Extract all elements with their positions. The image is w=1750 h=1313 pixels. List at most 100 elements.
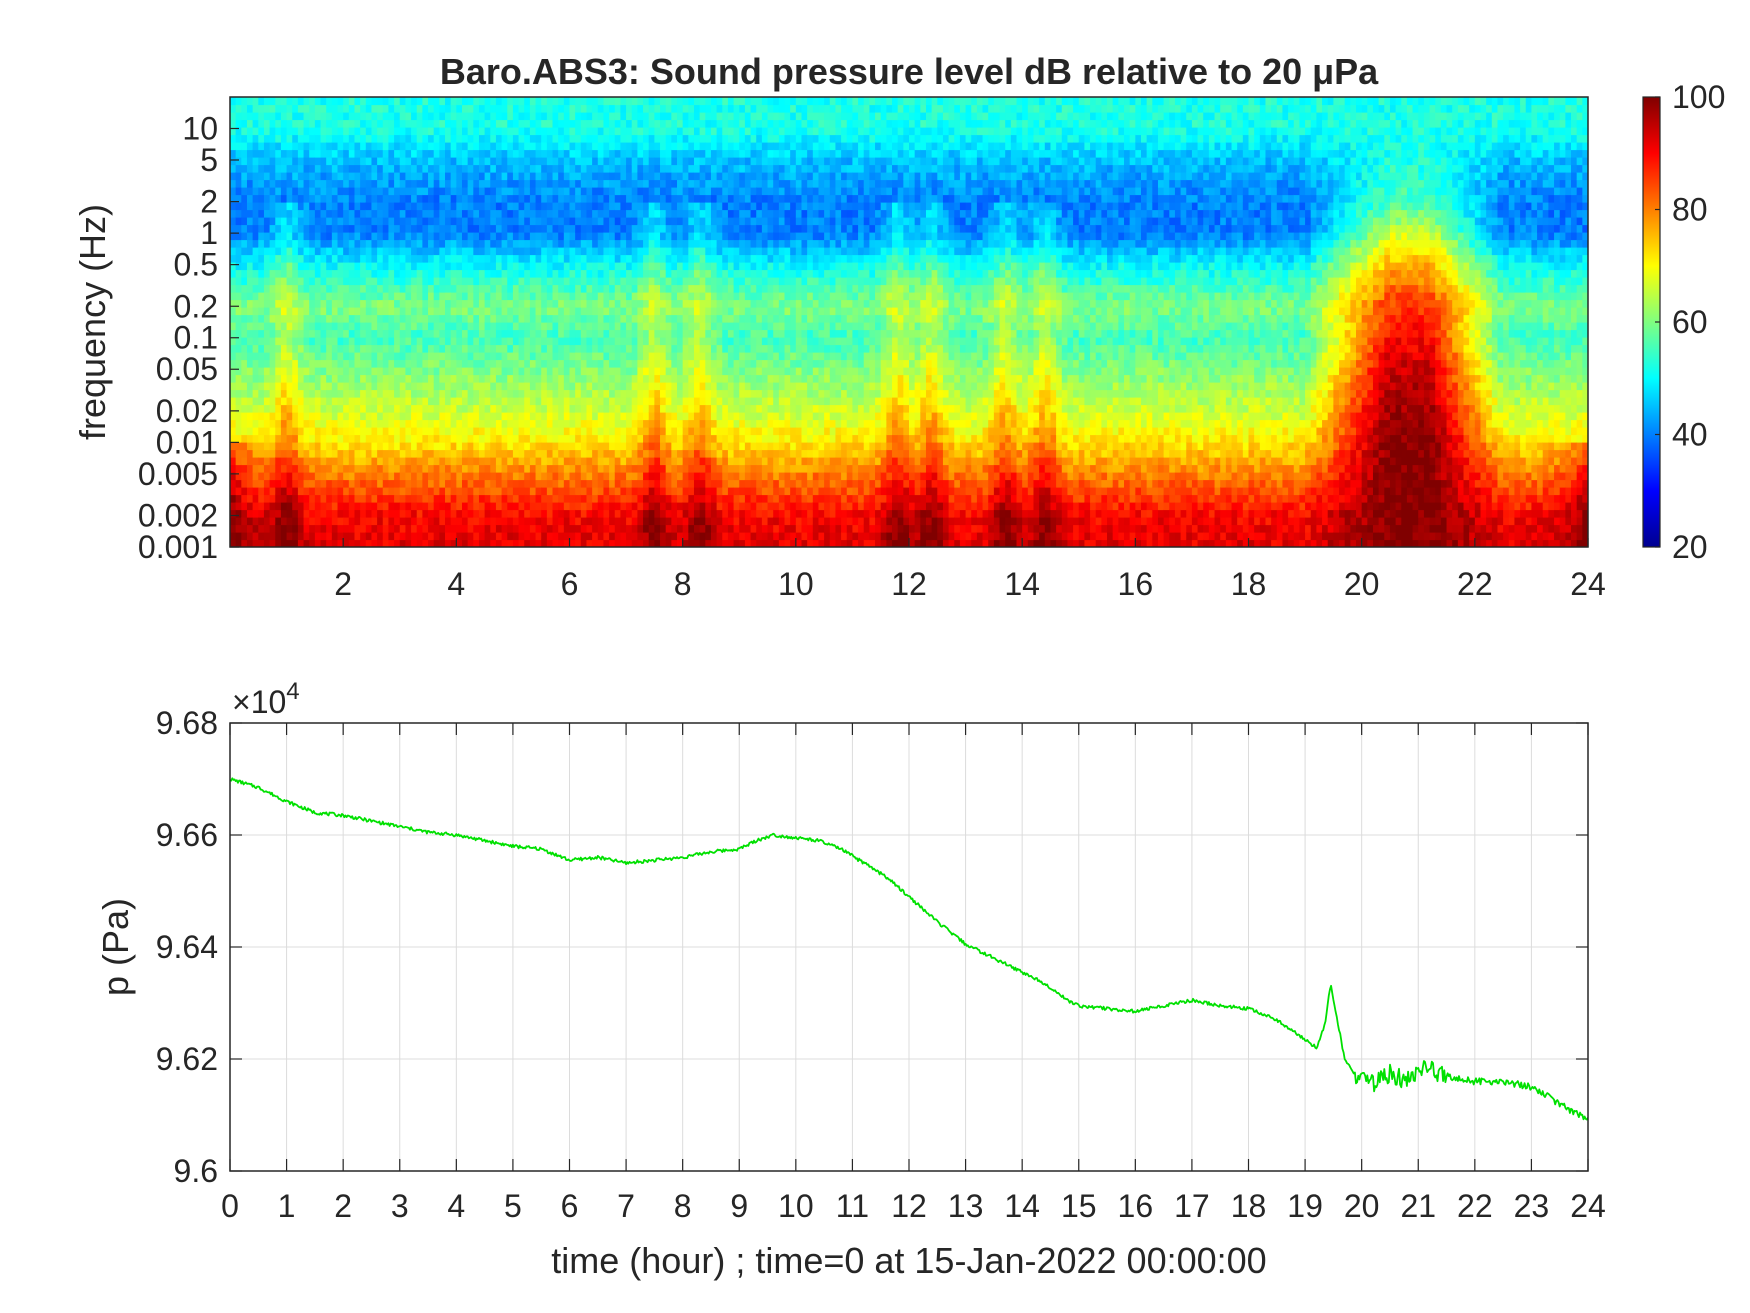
spectrogram-cell [252, 112, 259, 121]
spectrogram-cell [654, 164, 661, 173]
spectrogram-cell [478, 449, 486, 458]
spectrogram-cell [394, 374, 401, 383]
spectrogram-cell [263, 307, 271, 316]
spectrogram-cell [303, 239, 310, 248]
spectrogram-cell [524, 344, 531, 353]
spectrogram-cell [269, 172, 276, 181]
spectrogram-cell [654, 157, 661, 166]
spectrogram-cell [665, 217, 672, 226]
spectrogram-cell [258, 412, 265, 421]
spectrogram-cell [603, 292, 610, 301]
spectrogram-cell [643, 509, 650, 518]
spectrogram-cell [575, 419, 582, 428]
spectrogram-cell [648, 164, 655, 173]
spectrogram-cell [580, 344, 588, 353]
spectrogram-cell [230, 532, 237, 541]
spectrogram-cell [507, 419, 514, 428]
spectrogram-cell [399, 449, 407, 458]
spectrogram-cell [411, 337, 418, 346]
spectrogram-cell [682, 344, 689, 353]
spectrogram-cell [484, 127, 491, 136]
spectrogram-cell [263, 112, 271, 121]
spectrogram-cell [626, 299, 633, 308]
spectrogram-cell [671, 224, 678, 233]
spectrogram-cell [433, 217, 440, 226]
spectrogram-cell [524, 269, 531, 278]
spectrogram-cell [428, 479, 435, 488]
spectrogram-cell [473, 134, 480, 143]
spectrogram-cell [535, 239, 542, 248]
spectrogram-cell [512, 254, 520, 263]
spectrogram-cell [609, 344, 616, 353]
spectrogram-cell [433, 292, 440, 301]
spectrogram-cell [682, 419, 689, 428]
spectrogram-cell [445, 389, 452, 398]
spectrogram-cell [360, 202, 367, 211]
spectrogram-cell [371, 419, 378, 428]
spectrogram-cell [563, 389, 571, 398]
spectrogram-cell [682, 367, 689, 376]
spectrogram-cell [626, 164, 633, 173]
spectrogram-cell [241, 104, 248, 113]
spectrogram-cell [292, 119, 299, 128]
spectrogram-cell [575, 359, 582, 368]
spectrogram-cell [309, 112, 316, 121]
spectrogram-cell [541, 202, 548, 211]
spectrogram-cell [377, 134, 384, 143]
spectrogram-cell [314, 397, 322, 406]
spectrogram-cell [371, 404, 378, 413]
spectrogram-cell [439, 299, 446, 308]
spectrogram-cell [320, 472, 327, 481]
spectrogram-cell [411, 202, 418, 211]
spectrogram-cell [348, 337, 356, 346]
spectrogram-cell [263, 104, 271, 113]
spectrogram-cell [450, 412, 457, 421]
spectrogram-cell [693, 352, 701, 361]
spectrogram-cell [677, 427, 684, 436]
spectrogram-cell [371, 277, 378, 286]
spectrogram-cell [631, 179, 638, 188]
spectrogram-cell [558, 217, 565, 226]
spectrogram-cell [252, 149, 259, 158]
spectrogram-cell [529, 142, 537, 151]
spectrogram-cell [252, 224, 259, 233]
spectrogram-cell [252, 427, 259, 436]
spectrogram-cell [320, 427, 327, 436]
spectrogram-cell [501, 374, 508, 383]
spectrogram-cell [337, 187, 344, 196]
spectrogram-cell [609, 97, 616, 106]
spectrogram-cell [331, 494, 339, 503]
spectrogram-cell [660, 517, 667, 526]
spectrogram-cell [558, 419, 565, 428]
spectrogram-cell [320, 367, 327, 376]
spectrogram-cell [275, 389, 282, 398]
spectrogram-cell [450, 119, 457, 128]
spectrogram-cell [411, 307, 418, 316]
spectrogram-cell [360, 239, 367, 248]
spectrogram-cell [416, 307, 423, 316]
spectrogram-cell [439, 224, 446, 233]
spectrogram-cell [518, 374, 525, 383]
spectrogram-cell [433, 449, 440, 458]
spectrogram-cell [478, 239, 486, 248]
spectrogram-cell [490, 502, 497, 511]
spectrogram-cell [303, 374, 310, 383]
spectrogram-cell [631, 299, 638, 308]
spectrogram-cell [422, 322, 429, 331]
spectrogram-cell [269, 457, 276, 466]
spectrogram-cell [343, 389, 350, 398]
spectrogram-cell [235, 434, 242, 443]
spectrogram-cell [512, 247, 520, 256]
spectrogram-cell [484, 389, 491, 398]
spectrogram-cell [399, 479, 407, 488]
spectrogram-cell [343, 449, 350, 458]
spectrogram-cell [365, 112, 373, 121]
spectrogram-cell [360, 224, 367, 233]
spectrogram-cell [546, 134, 554, 143]
spectrogram-cell [326, 202, 333, 211]
spectrogram-cell [586, 397, 593, 406]
spectrogram-cell [580, 97, 588, 106]
spectrogram-cell [541, 539, 548, 547]
spectrogram-cell [575, 284, 582, 293]
spectrogram-cell [484, 337, 491, 346]
